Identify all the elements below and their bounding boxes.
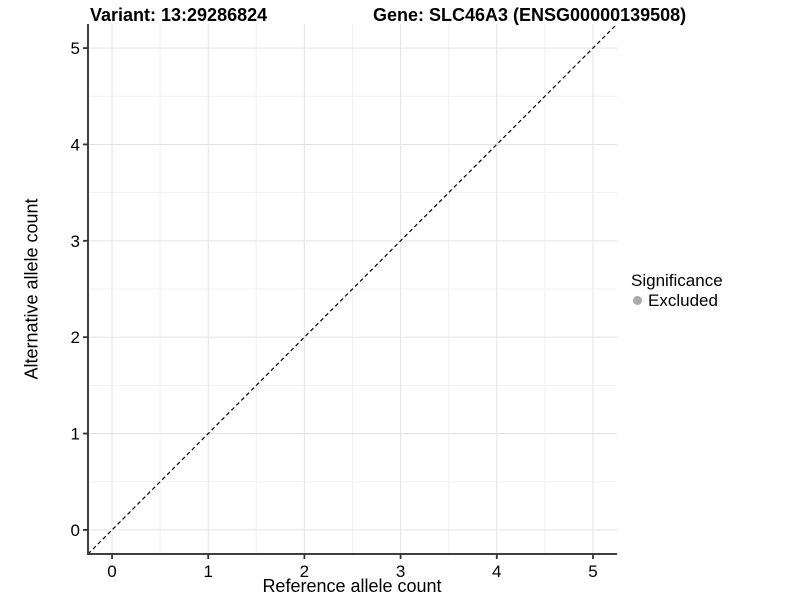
x-tick-label: 5 xyxy=(588,562,597,581)
identity-dashed-line xyxy=(87,23,618,555)
x-tick-label: 3 xyxy=(396,562,405,581)
y-tick-label: 4 xyxy=(71,135,80,154)
x-tick-label: 4 xyxy=(492,562,501,581)
variant-title: Variant: 13:29286824 xyxy=(90,5,268,25)
legend: Significance Excluded xyxy=(631,271,723,310)
x-tick-label: 0 xyxy=(107,562,116,581)
x-tick-label: 2 xyxy=(300,562,309,581)
y-tick-label: 0 xyxy=(71,521,80,540)
legend-title: Significance xyxy=(631,271,723,290)
legend-item-excluded: Excluded xyxy=(631,291,723,310)
axis-lines xyxy=(87,24,617,555)
x-axis-title: Reference allele count xyxy=(262,576,442,596)
y-tick-label: 2 xyxy=(71,328,80,347)
legend-marker-circle-icon xyxy=(633,296,642,305)
y-tick-label: 3 xyxy=(71,232,80,251)
x-tick-label: 1 xyxy=(203,562,212,581)
gene-title: Gene: SLC46A3 (ENSG00000139508) xyxy=(373,5,687,25)
y-tick-label: 1 xyxy=(71,425,80,444)
y-tick-label: 5 xyxy=(71,39,80,58)
legend-item-label: Excluded xyxy=(648,291,718,310)
